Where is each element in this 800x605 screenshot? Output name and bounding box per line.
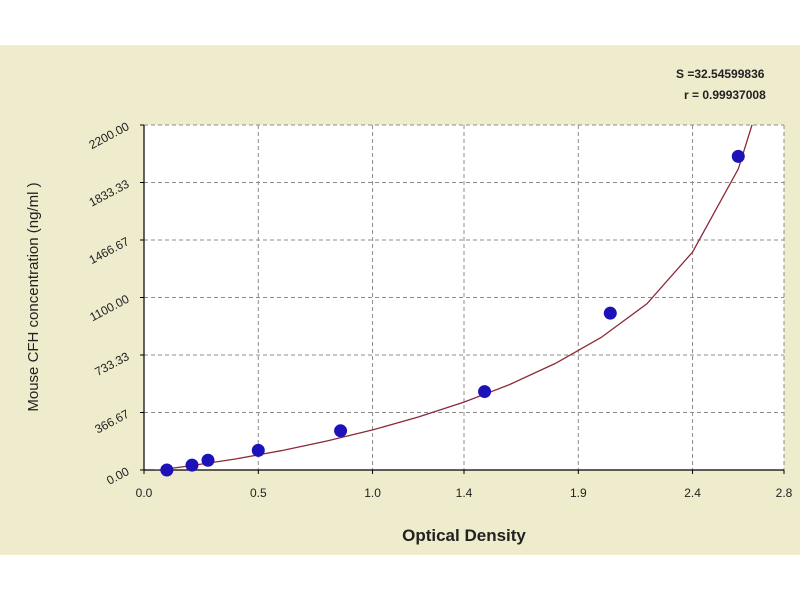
data-point [160, 463, 174, 477]
x-tick-label: 0.0 [136, 486, 153, 500]
data-point [334, 424, 348, 438]
x-tick-label: 1.4 [456, 486, 473, 500]
data-point [251, 443, 265, 457]
y-axis-label: Mouse CFH concentration (ng/ml ) [25, 182, 42, 411]
data-point [201, 453, 215, 467]
r-annotation: r = 0.99937008 [684, 88, 766, 102]
x-axis-label: Optical Density [402, 526, 526, 545]
s-annotation: S =32.54599836 [676, 67, 765, 81]
grid-lines-y [144, 124, 784, 413]
data-point [478, 385, 492, 399]
x-tick-label: 2.4 [684, 486, 701, 500]
x-tick-label: 2.8 [776, 486, 793, 500]
data-point [731, 149, 745, 163]
data-points [160, 149, 745, 477]
fit-curve [153, 124, 753, 470]
data-point [603, 306, 617, 320]
x-tick-label: 1.9 [570, 486, 587, 500]
data-point [185, 458, 199, 472]
x-tick-labels: 0.0 0.5 1.0 1.4 1.9 2.4 2.8 [136, 470, 793, 500]
x-tick-label: 0.5 [250, 486, 267, 500]
x-tick-label: 1.0 [364, 486, 381, 500]
